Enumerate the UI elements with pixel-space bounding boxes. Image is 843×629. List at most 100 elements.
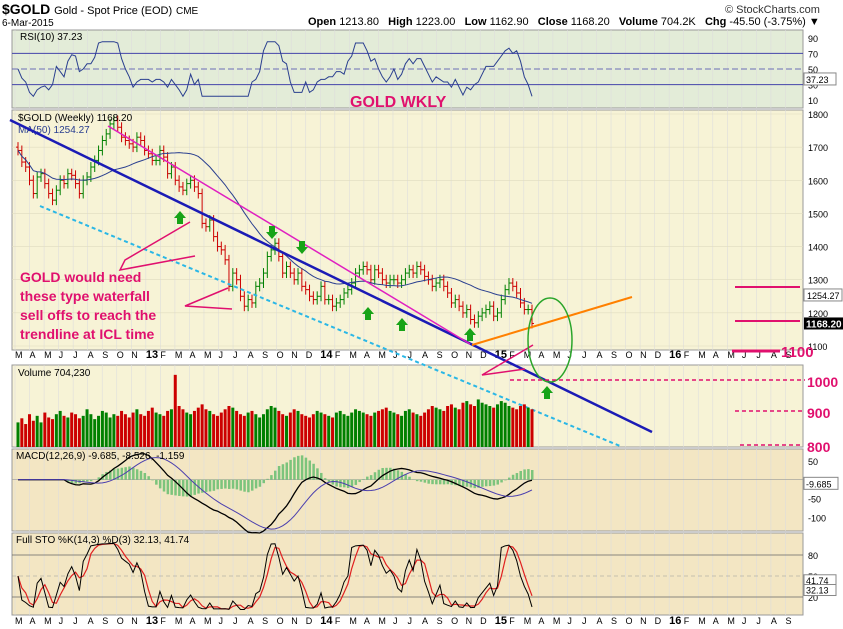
close-value-label: 1168.20 bbox=[806, 319, 842, 330]
volume-bar bbox=[419, 415, 423, 447]
month-label: A bbox=[713, 350, 719, 360]
macd-value-box bbox=[803, 476, 839, 490]
volume-bar bbox=[196, 407, 200, 447]
volume-bar bbox=[89, 414, 93, 447]
volume-bar bbox=[518, 406, 522, 447]
ma50-line bbox=[17, 150, 533, 304]
month-label: O bbox=[451, 616, 458, 626]
macd-histogram-bar bbox=[308, 460, 312, 480]
macd-histogram-bar bbox=[105, 471, 108, 480]
macd-histogram-bar bbox=[224, 479, 227, 489]
month-label: M bbox=[175, 616, 183, 626]
macd-histogram-bar bbox=[346, 479, 350, 488]
price-tick-label: 1200 bbox=[808, 309, 828, 319]
volume-bar bbox=[74, 414, 78, 447]
volume-bar bbox=[361, 412, 365, 447]
volume-bar bbox=[28, 414, 32, 447]
month-label: J bbox=[219, 350, 224, 360]
month-label: J bbox=[408, 350, 413, 360]
volume-bar bbox=[373, 412, 377, 447]
month-label: M bbox=[44, 616, 52, 626]
month-label: S bbox=[437, 350, 443, 360]
month-label: S bbox=[102, 616, 108, 626]
volume-bar bbox=[400, 415, 404, 447]
month-label: J bbox=[59, 350, 64, 360]
volume-bar bbox=[112, 414, 116, 447]
month-label: F bbox=[160, 616, 166, 626]
rsi-tick-label: 70 bbox=[808, 49, 818, 59]
macd-histogram-bar bbox=[281, 464, 285, 480]
macd-histogram-bar bbox=[362, 479, 365, 480]
macd-histogram-bar bbox=[201, 479, 204, 493]
target-1000-label: 1000 bbox=[807, 374, 839, 390]
rsi-tick-label: 10 bbox=[808, 96, 818, 106]
volume-bar bbox=[208, 410, 212, 447]
month-label: N bbox=[466, 616, 473, 626]
volume-bar bbox=[85, 409, 89, 447]
macd-histogram-bar bbox=[82, 479, 85, 482]
macd-histogram-bar bbox=[392, 468, 396, 480]
volume-bar bbox=[162, 415, 166, 447]
month-label: F bbox=[684, 350, 690, 360]
macd-histogram-bar bbox=[243, 479, 246, 492]
rsi-legend: RSI(10) 37.23 bbox=[20, 32, 83, 43]
volume-bar bbox=[342, 414, 346, 447]
volume-bar bbox=[515, 409, 519, 447]
month-label: D bbox=[655, 616, 662, 626]
macd-histogram-bar bbox=[162, 479, 166, 492]
month-label: M bbox=[349, 350, 357, 360]
macd-tick-label: -50 bbox=[808, 495, 821, 505]
green-arrow-icon bbox=[396, 318, 408, 331]
macd-histogram-bar bbox=[473, 479, 476, 489]
month-label: N bbox=[291, 350, 298, 360]
macd-histogram-bar bbox=[477, 479, 480, 488]
volume-bar bbox=[338, 410, 342, 447]
icl-ellipse bbox=[527, 297, 573, 383]
month-label: A bbox=[713, 616, 719, 626]
volume-bar bbox=[158, 414, 162, 447]
sto-k-value-label: 32.13 bbox=[806, 586, 829, 596]
price-tick-label: 1700 bbox=[808, 143, 828, 153]
rsi-line bbox=[17, 41, 533, 98]
month-label: N bbox=[466, 350, 473, 360]
month-label: 14 bbox=[320, 349, 333, 361]
macd-histogram-bar bbox=[185, 479, 189, 497]
gold-weekly-title: GOLD WKLY bbox=[350, 94, 447, 111]
macd-histogram-bar bbox=[97, 477, 101, 480]
month-label: 16 bbox=[669, 349, 681, 361]
volume-bar bbox=[476, 399, 480, 447]
volume-bar bbox=[31, 420, 35, 447]
volume-bar bbox=[51, 419, 55, 447]
month-label: S bbox=[262, 616, 268, 626]
volume-bar bbox=[331, 417, 335, 447]
volume-bar bbox=[273, 407, 277, 447]
macd-histogram-bar bbox=[235, 479, 239, 490]
volume-bar bbox=[384, 407, 388, 447]
green-arrow-icon bbox=[266, 226, 278, 239]
month-label: A bbox=[248, 350, 254, 360]
price-tick-label: 1600 bbox=[808, 176, 828, 186]
volume-bar bbox=[231, 407, 235, 447]
month-label: J bbox=[73, 350, 78, 360]
volume-bar bbox=[258, 417, 262, 447]
month-label: M bbox=[15, 616, 23, 626]
ma-legend: MA(50) 1254.27 bbox=[18, 125, 90, 136]
volume-bar bbox=[20, 418, 24, 447]
volume-bar bbox=[511, 407, 515, 447]
month-label: J bbox=[756, 350, 761, 360]
sto-tick-label: 20 bbox=[808, 593, 818, 603]
macd-histogram-bar bbox=[458, 479, 461, 486]
macd-value-label: -9.685 bbox=[806, 479, 832, 489]
macd-histogram-bar bbox=[316, 468, 319, 480]
macd-histogram-bar bbox=[239, 479, 242, 491]
macd-histogram-bar bbox=[112, 468, 116, 480]
month-label: O bbox=[451, 350, 458, 360]
month-label: A bbox=[538, 350, 544, 360]
macd-histogram-bar bbox=[116, 468, 120, 480]
macd-histogram-bar bbox=[70, 479, 74, 483]
month-label: S bbox=[102, 350, 108, 360]
macd-histogram-bar bbox=[366, 476, 369, 480]
month-label: D bbox=[480, 616, 487, 626]
macd-histogram-bar bbox=[89, 479, 93, 482]
